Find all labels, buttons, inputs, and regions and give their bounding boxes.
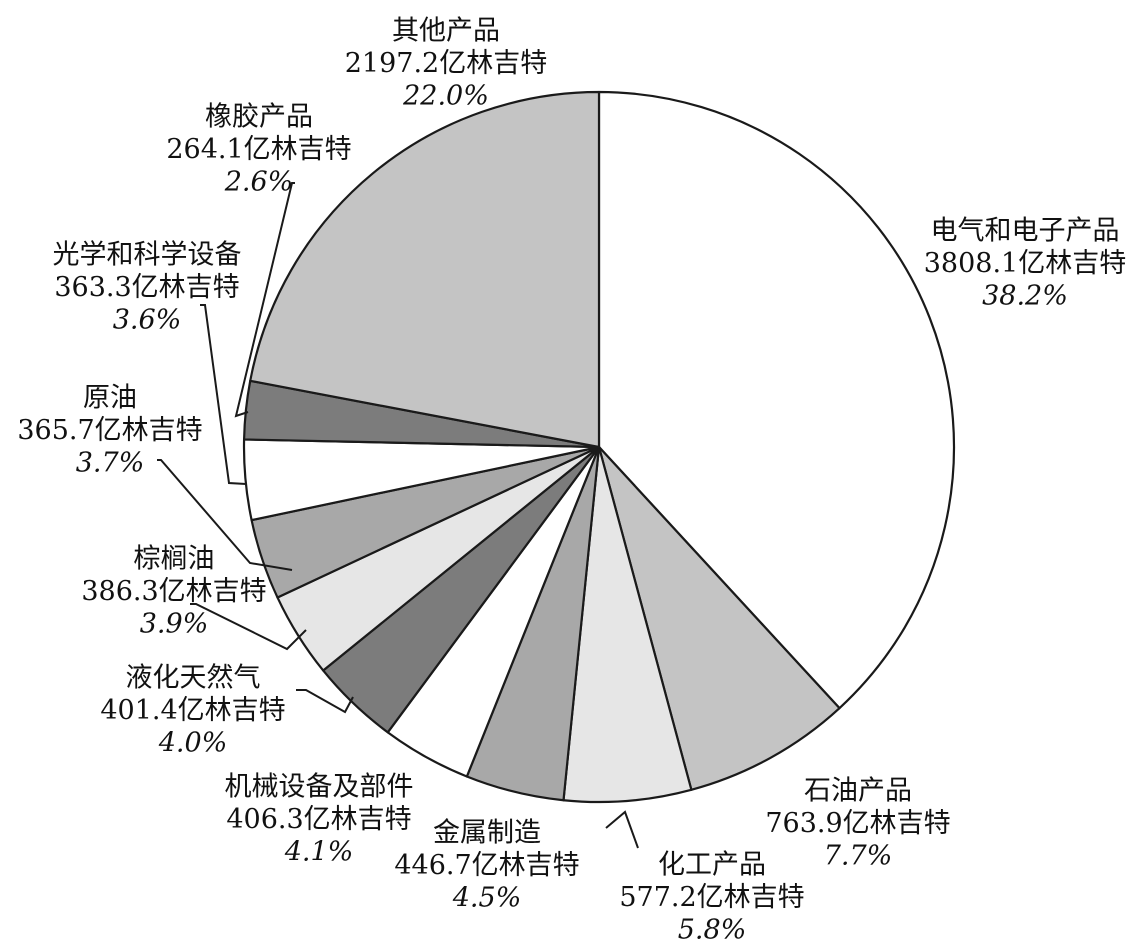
slice-label: 电气和电子产品 3808.1亿林吉特 38.2%: [924, 216, 1126, 312]
slice-label-name: 化工产品: [658, 850, 766, 881]
slice-label: 橡胶产品 264.1亿林吉特 2.6%: [166, 102, 351, 198]
leader-line: [234, 182, 295, 418]
slice-label-name: 电气和电子产品: [931, 216, 1120, 247]
pie-slice: [597, 445, 841, 791]
slice-label-value: 3808.1亿林吉特: [924, 248, 1126, 279]
slice-label: 机械设备及部件 406.3亿林吉特 4.1%: [225, 772, 414, 868]
slice-label: 液化天然气 401.4亿林吉特 4.0%: [100, 663, 285, 759]
slice-label-name: 光学和科学设备: [53, 240, 242, 271]
slice-label: 棕榈油 386.3亿林吉特 3.9%: [81, 544, 266, 640]
pie-slice: [249, 90, 601, 449]
slice-label: 光学和科学设备 363.3亿林吉特 3.6%: [53, 240, 242, 336]
slice-label-pct: 7.7%: [824, 840, 893, 871]
slice-label-pct: 4.1%: [284, 836, 354, 867]
slice-label-value: 577.2亿林吉特: [619, 882, 804, 913]
slice-label-value: 763.9亿林吉特: [765, 808, 950, 839]
slice-label-name: 原油: [83, 383, 137, 414]
slice-label-value: 365.7亿林吉特: [17, 415, 202, 446]
slice-label-pct: 3.9%: [140, 608, 209, 639]
leader-line: [190, 603, 307, 651]
slice-label-value: 386.3亿林吉特: [81, 576, 266, 607]
slice-label-value: 2197.2亿林吉特: [345, 48, 547, 79]
slice-label-pct: 4.0%: [158, 727, 228, 758]
slice-label-pct: 2.6%: [224, 166, 294, 197]
slice-label: 其他产品 2197.2亿林吉特 22.0%: [345, 16, 547, 112]
slice-label-name: 棕榈油: [134, 544, 215, 575]
slice-label: 化工产品 577.2亿林吉特 5.8%: [619, 850, 804, 945]
leader-line: [296, 689, 354, 714]
leader-line: [605, 810, 639, 849]
slice-label-name: 其他产品: [392, 16, 500, 47]
slice-label-name: 液化天然气: [126, 663, 261, 694]
slice-label-name: 金属制造: [433, 818, 541, 849]
slice-label-pct: 22.0%: [402, 80, 489, 111]
leader-lines: [157, 182, 639, 849]
slice-label-value: 363.3亿林吉特: [54, 272, 239, 303]
slice-label-pct: 4.5%: [452, 882, 522, 913]
slice-label-value: 446.7亿林吉特: [394, 850, 579, 881]
slice-label-pct: 3.6%: [113, 304, 182, 335]
slice-label-value: 401.4亿林吉特: [100, 695, 285, 726]
slice-label: 石油产品 763.9亿林吉特 7.7%: [765, 776, 950, 872]
slice-label-value: 264.1亿林吉特: [166, 134, 351, 165]
slice-label-name: 机械设备及部件: [225, 772, 414, 803]
pie-slices: [242, 90, 956, 804]
slice-label: 金属制造 446.7亿林吉特 4.5%: [394, 818, 579, 914]
pie-slice: [597, 90, 956, 710]
slice-labels: 电气和电子产品 3808.1亿林吉特 38.2%石油产品 763.9亿林吉特 7.7%化…: [17, 16, 1126, 945]
slice-label-pct: 3.7%: [76, 447, 145, 478]
slice-label-pct: 38.2%: [982, 280, 1068, 311]
leader-line: [200, 304, 247, 485]
slice-label-pct: 5.8%: [678, 914, 747, 945]
slice-label: 原油 365.7亿林吉特 3.7%: [17, 383, 202, 479]
slice-label-value: 406.3亿林吉特: [226, 804, 411, 835]
slice-label-name: 橡胶产品: [205, 102, 313, 133]
slice-label-name: 石油产品: [804, 776, 912, 807]
pie-slice: [562, 445, 693, 804]
leader-line: [157, 459, 293, 571]
